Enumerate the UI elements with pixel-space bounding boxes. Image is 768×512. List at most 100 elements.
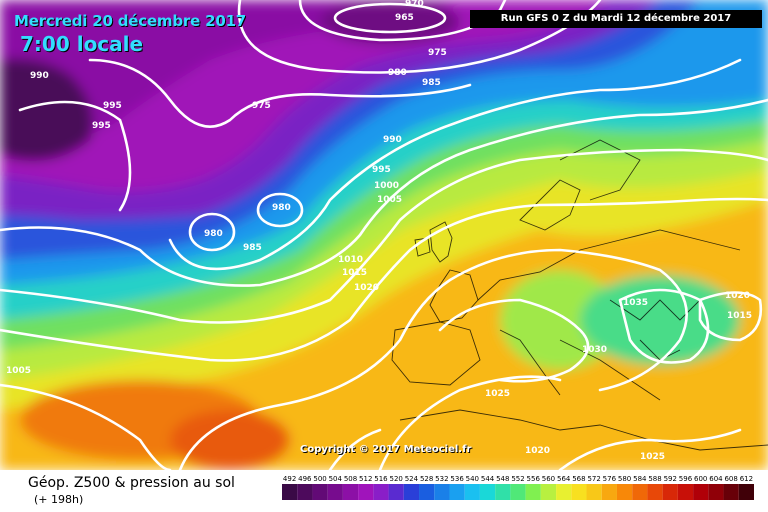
isobar-label: 985 — [243, 243, 262, 253]
legend-swatch — [388, 484, 404, 500]
legend-tick-label: 552 — [511, 475, 524, 483]
isobar-label: 975 — [252, 101, 271, 111]
legend-swatch — [449, 484, 465, 500]
legend-swatch — [510, 484, 526, 500]
isobar-label: 1035 — [623, 298, 648, 308]
isobar-label: 995 — [372, 165, 391, 175]
isobar-label: 1020 — [725, 291, 750, 301]
legend-tick-label: 516 — [374, 475, 388, 483]
legend-tick-label: 584 — [633, 475, 647, 483]
isobar-label: 1025 — [640, 452, 665, 462]
legend-swatch — [571, 484, 587, 500]
isobar-label: 980 — [204, 229, 223, 239]
isobar-labels: 970 965 975 990 980 985 995 975 995 990 … — [6, 0, 752, 462]
legend-tick-label: 556 — [527, 475, 541, 483]
isobar-label: 990 — [30, 71, 49, 81]
legend-tick-label: 532 — [435, 475, 448, 483]
isobar-label: 1015 — [727, 311, 752, 321]
isobar-label: 1030 — [582, 345, 607, 355]
legend-swatch — [495, 484, 511, 500]
legend-swatch — [662, 484, 678, 500]
forecast-map: 970 965 975 990 980 985 995 975 995 990 … — [0, 0, 768, 470]
legend-tick-label: 600 — [694, 475, 707, 483]
legend-tick-label: 520 — [390, 475, 403, 483]
legend-swatch — [556, 484, 572, 500]
legend-swatch — [616, 484, 633, 500]
legend-tick-label: 524 — [405, 475, 419, 483]
legend-tick-label: 540 — [466, 475, 479, 483]
isobar-label: 1020 — [525, 446, 550, 456]
copyright-notice: Copyright © 2017 Meteociel.fr — [300, 444, 472, 455]
isobar-label: 1010 — [338, 255, 363, 265]
legend-tick-label: 492 — [283, 475, 296, 483]
isobar-label: 995 — [103, 101, 122, 111]
legend-swatch — [282, 484, 298, 500]
color-scale-legend: 492 496 500 504 508 512 516 520 524 528 532 536 540 5… — [282, 475, 754, 500]
legend-swatch — [342, 484, 359, 500]
lead-time: (+ 198h) — [34, 493, 84, 506]
legend-swatch — [327, 484, 343, 500]
legend-swatch — [601, 484, 617, 500]
forecast-date: Mercredi 20 décembre 2017 — [14, 12, 247, 30]
legend-tick-label: 612 — [740, 475, 753, 483]
legend-tick-label: 544 — [481, 475, 495, 483]
legend-swatch — [464, 484, 480, 500]
legend-tick-label: 504 — [329, 475, 343, 483]
legend-swatch — [525, 484, 541, 500]
legend-tick-label: 608 — [724, 475, 737, 483]
legend-tick-label: 604 — [709, 475, 723, 483]
legend-swatch — [358, 484, 374, 500]
legend-swatch — [373, 484, 389, 500]
legend-tick-label: 576 — [603, 475, 617, 483]
isobar-label: 980 — [388, 68, 407, 78]
legend-tick-label: 596 — [679, 475, 693, 483]
isobar-label: 985 — [422, 78, 441, 88]
legend-tick-label: 500 — [313, 475, 326, 483]
legend-swatch — [586, 484, 602, 500]
legend-tick-label: 572 — [587, 475, 600, 483]
legend-swatch — [403, 484, 420, 500]
legend-swatch — [540, 484, 557, 500]
legend-swatch — [723, 484, 739, 500]
isobar-label: 1025 — [485, 389, 510, 399]
map-title: Géop. Z500 & pression au sol — [28, 475, 235, 491]
legend-swatch — [693, 484, 709, 500]
legend-swatch — [297, 484, 313, 500]
legend-swatch — [677, 484, 694, 500]
legend-tick-label: 580 — [618, 475, 631, 483]
isobar-label: 975 — [428, 48, 447, 58]
isobar-label: 1000 — [374, 181, 399, 191]
legend-swatch — [708, 484, 724, 500]
isobars — [0, 0, 768, 470]
legend-tick-label: 508 — [344, 475, 357, 483]
legend-tick-label: 588 — [648, 475, 661, 483]
legend-swatch — [479, 484, 496, 500]
legend-swatch — [419, 484, 435, 500]
isobar-label: 1020 — [354, 283, 379, 293]
legend-swatch — [632, 484, 648, 500]
geopotential-field — [0, 0, 768, 470]
legend-tick-label: 548 — [496, 475, 509, 483]
model-run-label: Run GFS 0 Z du Mardi 12 décembre 2017 — [470, 10, 762, 28]
legend-tick-label: 496 — [298, 475, 312, 483]
forecast-local-time: 7:00 locale — [20, 32, 144, 56]
legend-tick-label: 528 — [420, 475, 433, 483]
legend-tick-label: 512 — [359, 475, 372, 483]
legend-swatch — [312, 484, 328, 500]
isobar-label: 980 — [272, 203, 291, 213]
isobar-label: 995 — [92, 121, 111, 131]
isobar-label: 1015 — [342, 268, 367, 278]
legend-tick-label: 560 — [542, 475, 555, 483]
legend-swatch — [738, 484, 754, 500]
isobar-label: 990 — [383, 135, 402, 145]
legend-tick-label: 564 — [557, 475, 571, 483]
legend-tick-label: 536 — [450, 475, 464, 483]
isobar-label: 970 — [405, 0, 424, 9]
isobar-label: 1005 — [377, 195, 402, 205]
legend-tick-label: 592 — [664, 475, 677, 483]
legend-swatch — [434, 484, 450, 500]
legend-tick-label: 568 — [572, 475, 585, 483]
isobar-label: 965 — [395, 13, 414, 23]
isobar-label: 1005 — [6, 366, 31, 376]
